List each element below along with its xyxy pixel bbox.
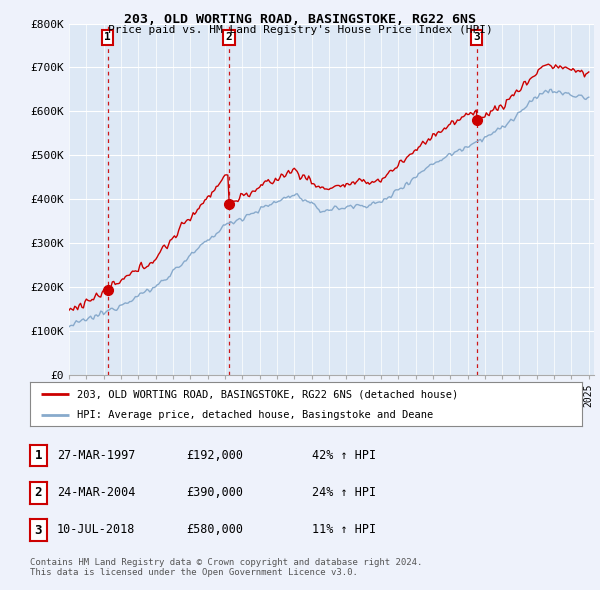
Text: 27-MAR-1997: 27-MAR-1997	[57, 448, 136, 461]
Text: £192,000: £192,000	[186, 448, 243, 461]
Text: 3: 3	[35, 523, 42, 536]
Text: Contains HM Land Registry data © Crown copyright and database right 2024.
This d: Contains HM Land Registry data © Crown c…	[30, 558, 422, 577]
Text: 10-JUL-2018: 10-JUL-2018	[57, 523, 136, 536]
Text: £390,000: £390,000	[186, 486, 243, 499]
Text: 24% ↑ HPI: 24% ↑ HPI	[312, 486, 376, 499]
Text: £580,000: £580,000	[186, 523, 243, 536]
Text: 3: 3	[473, 32, 480, 42]
Text: 1: 1	[35, 449, 42, 462]
Text: 2: 2	[226, 32, 232, 42]
Text: 11% ↑ HPI: 11% ↑ HPI	[312, 523, 376, 536]
Text: 42% ↑ HPI: 42% ↑ HPI	[312, 448, 376, 461]
Text: 1: 1	[104, 32, 111, 42]
Text: 2: 2	[35, 486, 42, 499]
Text: 24-MAR-2004: 24-MAR-2004	[57, 486, 136, 499]
Text: Price paid vs. HM Land Registry's House Price Index (HPI): Price paid vs. HM Land Registry's House …	[107, 25, 493, 35]
Text: HPI: Average price, detached house, Basingstoke and Deane: HPI: Average price, detached house, Basi…	[77, 410, 433, 420]
Text: 203, OLD WORTING ROAD, BASINGSTOKE, RG22 6NS (detached house): 203, OLD WORTING ROAD, BASINGSTOKE, RG22…	[77, 389, 458, 399]
Text: 203, OLD WORTING ROAD, BASINGSTOKE, RG22 6NS: 203, OLD WORTING ROAD, BASINGSTOKE, RG22…	[124, 13, 476, 26]
